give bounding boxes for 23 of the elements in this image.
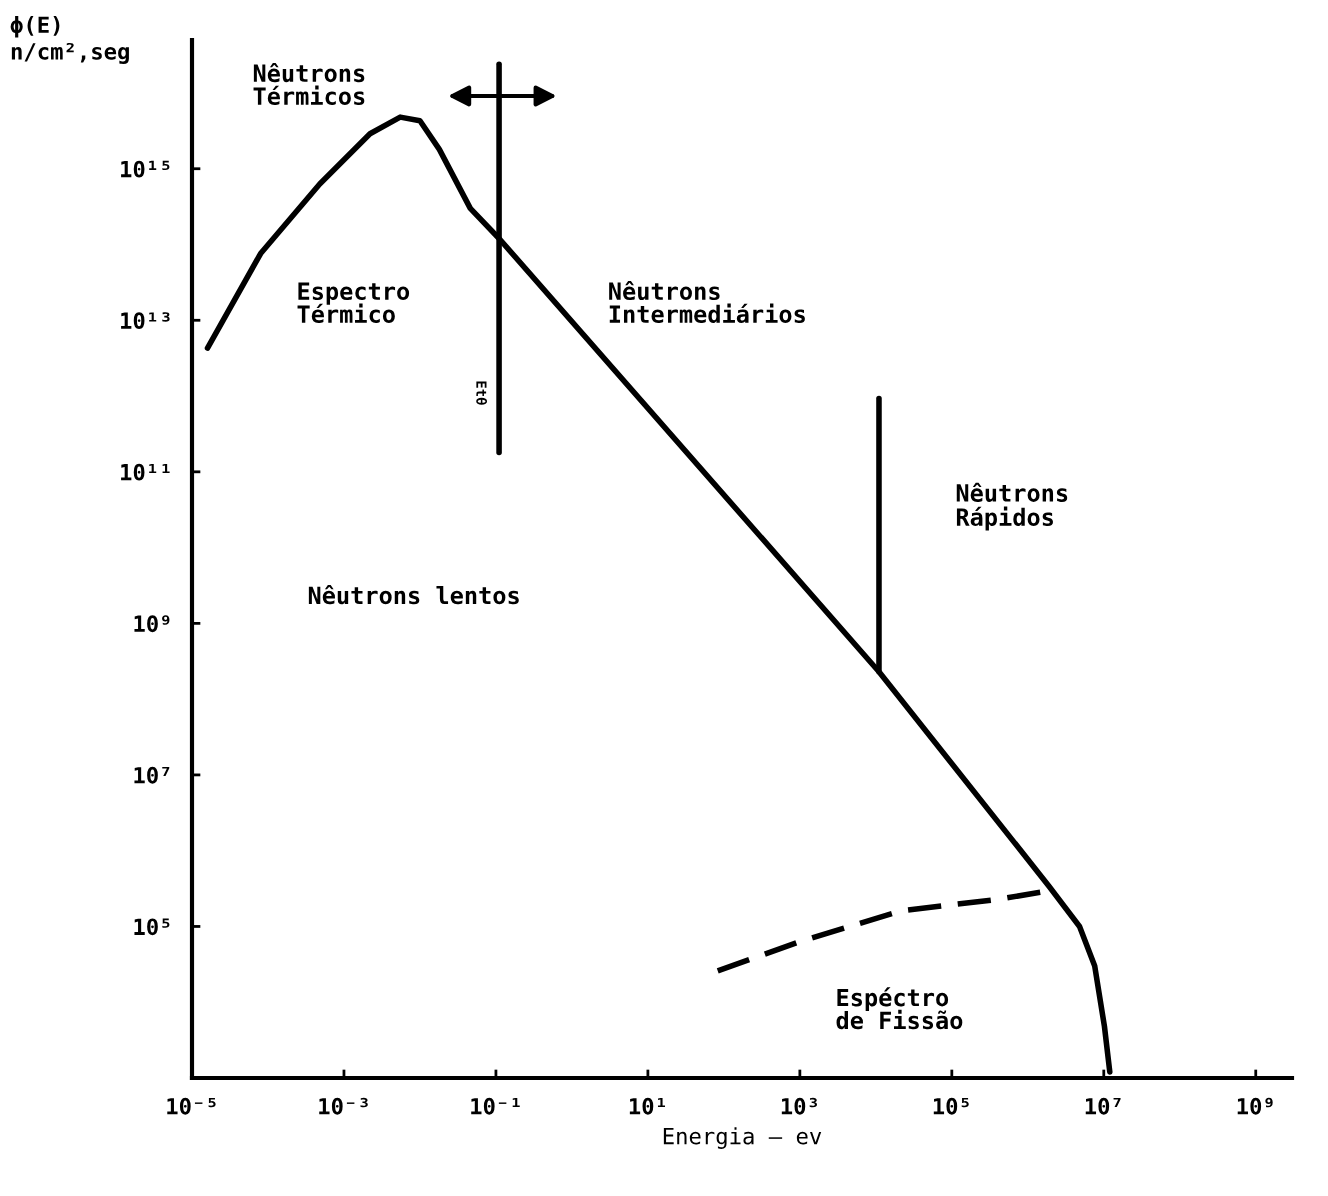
x-axis-title: Energia – ev — [663, 1127, 822, 1149]
annotation: Nêutrons lentos — [308, 585, 519, 605]
annotation: Espectro Térmico — [297, 282, 410, 323]
annotation: Espéctro de Fissão — [836, 987, 963, 1030]
x-tick-label: 10⁻¹ — [471, 1097, 520, 1115]
y-tick-label: 10⁹ — [134, 615, 170, 633]
x-tick-label: 10⁻⁵ — [167, 1097, 216, 1115]
annotation: Nêutrons Intermediários — [609, 280, 805, 323]
y-tick-label: 10¹³ — [121, 312, 170, 330]
y-axis-title: ϕ(E) n/cm²,seg — [10, 15, 129, 65]
annotation: Nêutrons Térmicos — [253, 62, 365, 105]
x-tick-label: 10⁹ — [1237, 1097, 1273, 1115]
x-tick-label: 10³ — [781, 1097, 817, 1115]
annotation: Nêutrons Rápidos — [956, 482, 1068, 531]
annotation: Etθ — [476, 381, 488, 405]
x-tick-label: 10¹ — [629, 1097, 666, 1115]
y-tick-label: 10⁷ — [134, 766, 170, 784]
x-tick-label: 10⁻³ — [319, 1097, 368, 1115]
y-tick-label: 10¹¹ — [121, 463, 170, 481]
y-tick-label: 10⁵ — [134, 918, 170, 936]
x-tick-label: 10⁷ — [1085, 1097, 1121, 1115]
x-tick-label: 10⁵ — [933, 1097, 969, 1115]
y-tick-label: 10¹⁵ — [121, 160, 170, 178]
